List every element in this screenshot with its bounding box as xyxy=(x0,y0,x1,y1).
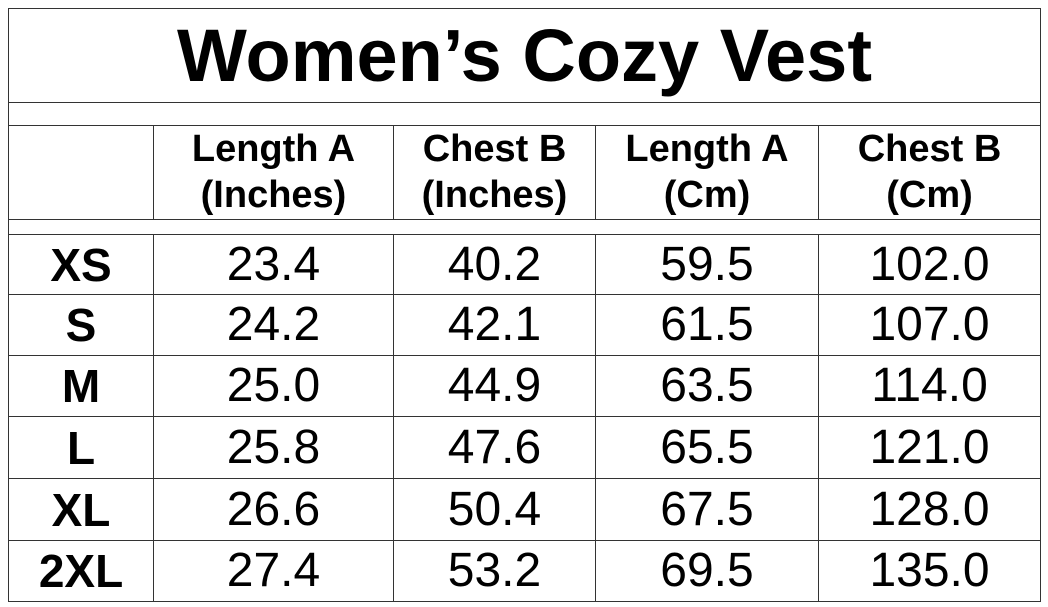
measurement: 50.4 xyxy=(447,482,542,536)
column-header: Length A (Cm) xyxy=(595,125,819,220)
size-label-cell: 2XL xyxy=(8,540,154,602)
value-cell: 59.5 xyxy=(595,234,819,295)
value-cell: 69.5 xyxy=(595,540,819,602)
value-cell: 135.0 xyxy=(818,540,1041,602)
size-label: M xyxy=(61,360,101,412)
value-cell: 25.8 xyxy=(153,416,394,479)
measurement: 61.5 xyxy=(660,298,754,351)
measurement: 59.5 xyxy=(660,237,754,291)
size-label-cell: XL xyxy=(8,478,154,541)
value-cell: 61.5 xyxy=(595,294,819,356)
value-cell: 128.0 xyxy=(818,478,1041,541)
value-cell: 24.2 xyxy=(153,294,394,356)
column-header-line: Chest B xyxy=(857,127,1002,170)
measurement: 69.5 xyxy=(660,544,754,597)
measurement: 128.0 xyxy=(869,482,990,536)
header-empty-cell xyxy=(8,125,154,220)
measurement: 27.4 xyxy=(226,544,321,597)
column-header-line: Chest B xyxy=(422,127,567,170)
measurement: 63.5 xyxy=(660,359,754,412)
value-cell: 47.6 xyxy=(393,416,596,479)
column-header-line: (Inches) xyxy=(421,173,568,216)
measurement: 25.8 xyxy=(226,420,321,474)
measurement: 44.9 xyxy=(447,359,542,412)
title: Women’s Cozy Vest xyxy=(177,13,872,97)
measurement: 42.1 xyxy=(447,298,542,351)
value-cell: 63.5 xyxy=(595,355,819,417)
spacer-row xyxy=(8,102,1041,126)
size-label: 2XL xyxy=(38,545,124,597)
measurement: 135.0 xyxy=(869,544,990,597)
measurement: 24.2 xyxy=(226,298,321,351)
column-header-line: (Cm) xyxy=(886,173,973,216)
column-header-line: (Inches) xyxy=(200,173,347,216)
value-cell: 53.2 xyxy=(393,540,596,602)
value-cell: 67.5 xyxy=(595,478,819,541)
value-cell: 65.5 xyxy=(595,416,819,479)
column-header: Chest B (Inches) xyxy=(393,125,596,220)
column-header-line: Length A xyxy=(625,127,789,170)
column-header: Chest B (Cm) xyxy=(818,125,1041,220)
column-header-line: (Cm) xyxy=(663,173,751,216)
measurement: 121.0 xyxy=(869,420,990,474)
value-cell: 107.0 xyxy=(818,294,1041,356)
size-label: XL xyxy=(51,483,111,536)
value-cell: 40.2 xyxy=(393,234,596,295)
size-label: S xyxy=(65,299,97,351)
value-cell: 27.4 xyxy=(153,540,394,602)
measurement: 25.0 xyxy=(226,359,321,412)
measurement: 40.2 xyxy=(447,237,542,291)
title-cell: Women’s Cozy Vest xyxy=(8,8,1041,103)
value-cell: 42.1 xyxy=(393,294,596,356)
size-label-cell: XS xyxy=(8,234,154,295)
spacer-row xyxy=(8,219,1041,235)
measurement: 23.4 xyxy=(226,237,321,291)
measurement: 114.0 xyxy=(871,359,988,412)
value-cell: 114.0 xyxy=(818,355,1041,417)
measurement: 107.0 xyxy=(869,298,990,351)
value-cell: 50.4 xyxy=(393,478,596,541)
size-label-cell: M xyxy=(8,355,154,417)
measurement: 65.5 xyxy=(660,420,754,474)
value-cell: 25.0 xyxy=(153,355,394,417)
value-cell: 23.4 xyxy=(153,234,394,295)
size-label-cell: L xyxy=(8,416,154,479)
value-cell: 26.6 xyxy=(153,478,394,541)
column-header: Length A (Inches) xyxy=(153,125,394,220)
size-label-cell: S xyxy=(8,294,154,356)
measurement: 47.6 xyxy=(447,420,542,474)
column-header-line: Length A xyxy=(191,127,356,170)
size-label: XS xyxy=(50,238,112,291)
size-label: L xyxy=(66,421,96,474)
measurement: 26.6 xyxy=(226,482,321,536)
value-cell: 44.9 xyxy=(393,355,596,417)
value-cell: 121.0 xyxy=(818,416,1041,479)
measurement: 67.5 xyxy=(660,482,754,536)
measurement: 102.0 xyxy=(869,237,990,291)
value-cell: 102.0 xyxy=(818,234,1041,295)
measurement: 53.2 xyxy=(447,544,542,597)
